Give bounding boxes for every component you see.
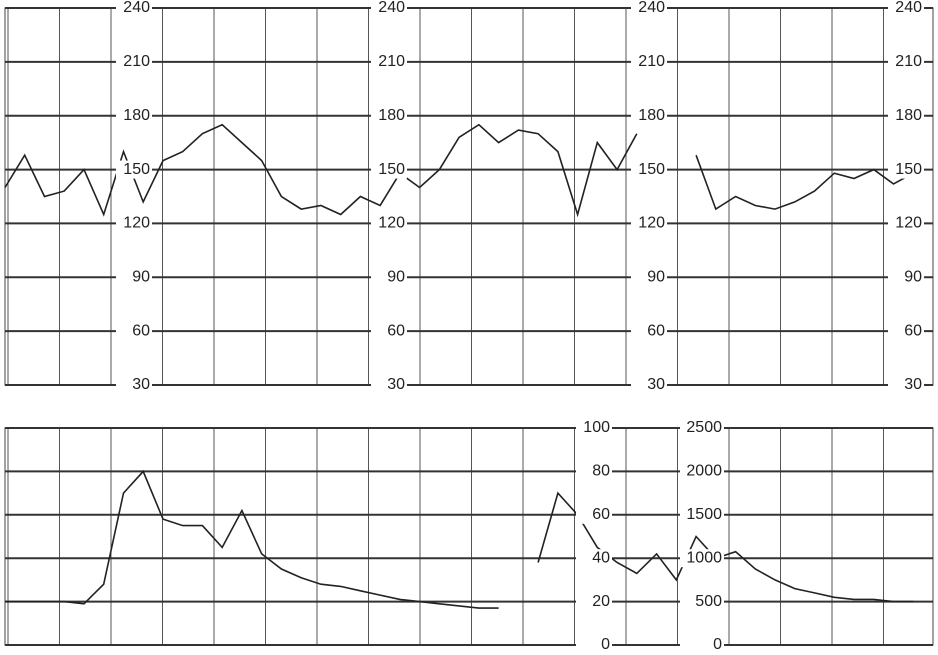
label-bg bbox=[371, 0, 407, 17]
y-tick-label: 60 bbox=[132, 322, 150, 339]
label-bg bbox=[371, 214, 407, 233]
label-bg bbox=[576, 636, 612, 654]
y-tick-label: 120 bbox=[378, 215, 405, 232]
label-bg bbox=[631, 0, 667, 17]
label-bg bbox=[888, 106, 924, 125]
y-tick-label: 150 bbox=[123, 161, 150, 178]
y-tick-label: 150 bbox=[378, 161, 405, 178]
y-tick-label: 240 bbox=[638, 0, 665, 16]
label-bg bbox=[371, 376, 407, 394]
label-bg bbox=[116, 52, 152, 71]
y2-tick-label: 0 bbox=[713, 636, 722, 653]
label-bg bbox=[680, 592, 724, 611]
label-bg bbox=[888, 160, 924, 179]
y-tick-label: 30 bbox=[647, 376, 665, 393]
label-bg bbox=[631, 322, 667, 341]
y-tick-label: 90 bbox=[647, 269, 665, 286]
y-tick-label: 60 bbox=[592, 506, 610, 523]
y-tick-label: 20 bbox=[592, 593, 610, 610]
label-bg bbox=[116, 0, 152, 17]
trace bbox=[5, 469, 914, 609]
panel-frame bbox=[4, 427, 934, 646]
y-tick-label: 210 bbox=[378, 53, 405, 70]
label-bg bbox=[116, 160, 152, 179]
y-tick-label: 240 bbox=[123, 0, 150, 16]
y-tick-label: 30 bbox=[904, 376, 922, 393]
y2-tick-label: 2500 bbox=[686, 419, 722, 436]
label-bg bbox=[680, 636, 724, 654]
label-bg bbox=[576, 549, 612, 568]
y2-tick-label: 1000 bbox=[686, 549, 722, 566]
y-tick-label: 180 bbox=[378, 107, 405, 124]
y-tick-label: 60 bbox=[904, 322, 922, 339]
label-bg bbox=[631, 268, 667, 287]
y2-tick-label: 2000 bbox=[686, 463, 722, 480]
y-tick-label: 120 bbox=[123, 215, 150, 232]
y-tick-label: 150 bbox=[638, 161, 665, 178]
label-bg bbox=[576, 462, 612, 481]
label-bg bbox=[680, 549, 724, 568]
label-bg bbox=[116, 268, 152, 287]
y-tick-label: 180 bbox=[123, 107, 150, 124]
label-bg bbox=[631, 214, 667, 233]
label-bg bbox=[116, 376, 152, 394]
label-bg bbox=[371, 322, 407, 341]
label-bg bbox=[116, 106, 152, 125]
y-tick-label: 80 bbox=[592, 463, 610, 480]
label-bg bbox=[631, 52, 667, 71]
y-tick-label: 240 bbox=[378, 0, 405, 16]
label-bg bbox=[631, 376, 667, 394]
y-tick-label: 30 bbox=[387, 376, 405, 393]
y-tick-label: 30 bbox=[132, 376, 150, 393]
label-bg bbox=[888, 214, 924, 233]
y-tick-label: 210 bbox=[895, 53, 922, 70]
label-bg bbox=[680, 419, 724, 437]
label-bg bbox=[888, 322, 924, 341]
y-tick-label: 120 bbox=[895, 215, 922, 232]
y-tick-label: 150 bbox=[895, 161, 922, 178]
y-tick-label: 100 bbox=[583, 419, 610, 436]
y-tick-label: 90 bbox=[387, 269, 405, 286]
y-tick-label: 90 bbox=[132, 269, 150, 286]
label-bg bbox=[116, 322, 152, 341]
y-tick-label: 60 bbox=[387, 322, 405, 339]
label-bg bbox=[576, 505, 612, 524]
y2-tick-label: 1500 bbox=[686, 506, 722, 523]
label-bg bbox=[888, 0, 924, 17]
y-tick-label: 210 bbox=[123, 53, 150, 70]
label-bg bbox=[116, 214, 152, 233]
label-bg bbox=[631, 106, 667, 125]
y-tick-label: 60 bbox=[647, 322, 665, 339]
label-bg bbox=[680, 462, 724, 481]
label-bg bbox=[576, 419, 612, 437]
y-tick-label: 90 bbox=[904, 269, 922, 286]
label-bg bbox=[371, 106, 407, 125]
y-tick-label: 180 bbox=[638, 107, 665, 124]
label-bg bbox=[631, 160, 667, 179]
label-bg bbox=[888, 376, 924, 394]
trace bbox=[4, 123, 914, 218]
label-bg bbox=[680, 505, 724, 524]
y-tick-label: 120 bbox=[638, 215, 665, 232]
y-tick-label: 0 bbox=[601, 636, 610, 653]
y2-tick-label: 500 bbox=[695, 593, 722, 610]
label-bg bbox=[371, 268, 407, 287]
y-tick-label: 210 bbox=[638, 53, 665, 70]
label-bg bbox=[371, 52, 407, 71]
y-tick-label: 180 bbox=[895, 107, 922, 124]
label-bg bbox=[888, 52, 924, 71]
label-bg bbox=[888, 268, 924, 287]
label-bg bbox=[576, 592, 612, 611]
y-tick-label: 240 bbox=[895, 0, 922, 16]
label-bg bbox=[371, 160, 407, 179]
y-tick-label: 40 bbox=[592, 549, 610, 566]
